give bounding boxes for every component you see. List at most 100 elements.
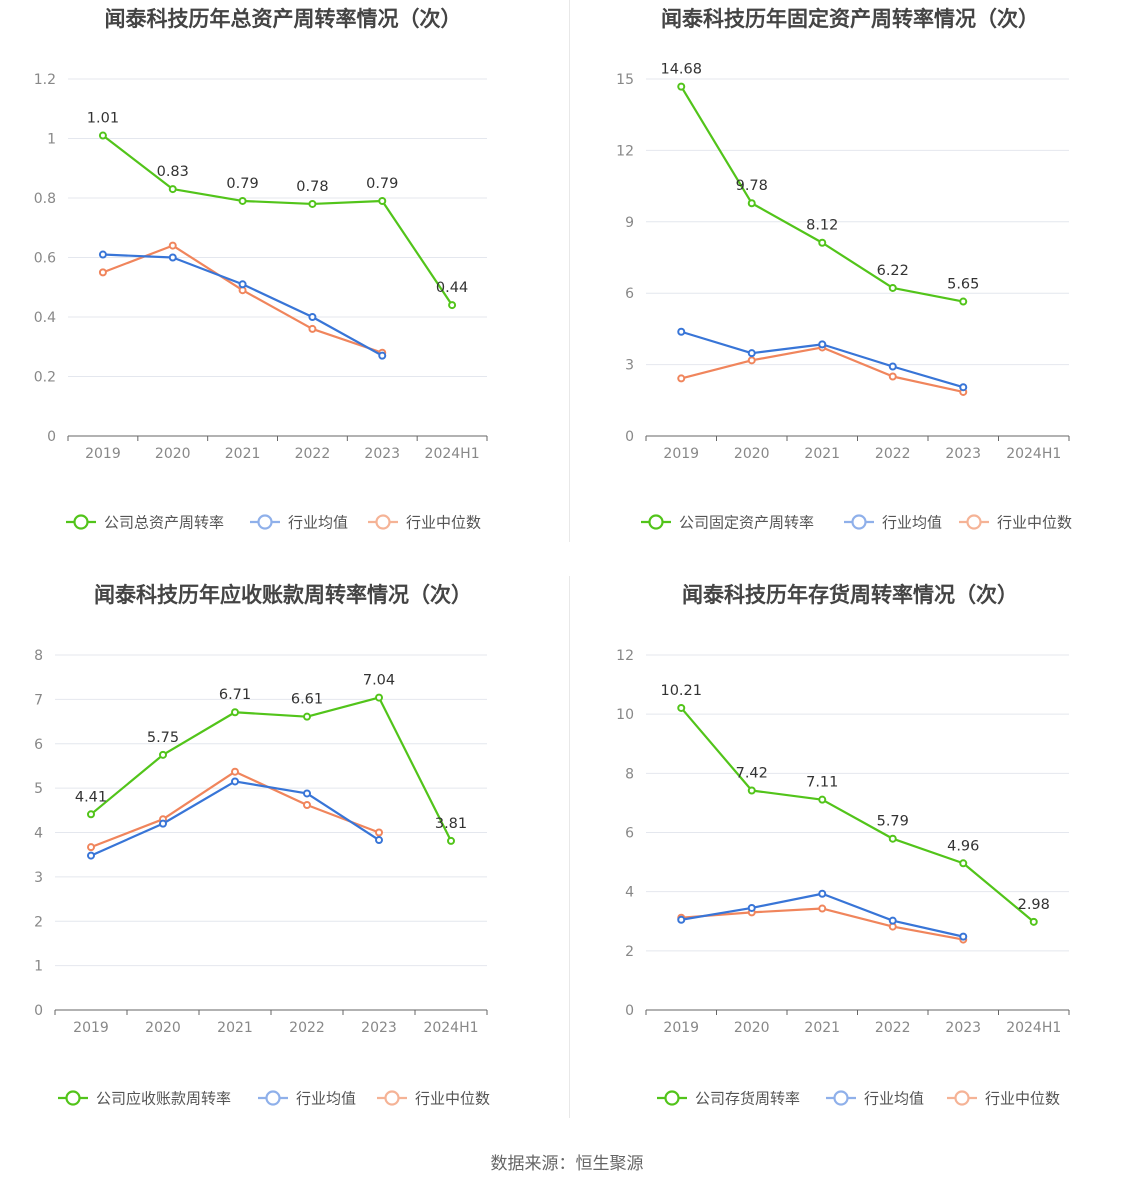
- legend-item: 公司存货周转率: [657, 1090, 800, 1108]
- data-point: [231, 708, 239, 717]
- data-point: [747, 199, 756, 208]
- data-point: [677, 374, 686, 383]
- data-point: [231, 767, 239, 776]
- data-source-note: 数据来源：恒生聚源: [490, 1154, 644, 1174]
- legend-marker: [851, 514, 867, 530]
- data-point: [98, 250, 107, 259]
- data-point: [818, 795, 827, 804]
- data-point: [888, 834, 897, 843]
- x-tick-label: 2022: [875, 446, 911, 462]
- data-label: 8.12: [806, 218, 838, 234]
- legend-marker: [954, 1090, 970, 1106]
- legend-label: 行业中位数: [415, 1090, 490, 1108]
- x-tick-label: 2022: [289, 1020, 325, 1036]
- legend-item: 行业均值: [826, 1090, 924, 1108]
- data-point: [959, 383, 968, 392]
- data-point: [238, 280, 247, 289]
- data-point: [818, 904, 827, 913]
- data-point: [159, 819, 167, 828]
- data-point: [959, 932, 968, 941]
- data-point: [375, 828, 383, 837]
- data-point: [159, 750, 167, 759]
- chart-title: 闻泰科技历年存货周转率情况（次）: [682, 583, 1018, 607]
- legend-item: 公司固定资产周转率: [641, 514, 814, 532]
- data-point: [888, 372, 897, 381]
- data-label: 3.81: [435, 816, 467, 832]
- legend-item: 行业中位数: [959, 514, 1072, 532]
- data-point: [238, 196, 247, 205]
- data-point: [87, 851, 95, 860]
- x-tick-label: 2023: [945, 1020, 981, 1036]
- data-point: [303, 800, 311, 809]
- x-tick-label: 2019: [85, 446, 121, 462]
- legend-marker: [664, 1090, 680, 1106]
- chart-svg: 闻泰科技历年存货周转率情况（次） 0 2 4 6 8 10 12 2019 2020 2021 202…: [616, 583, 1070, 1108]
- y-tick-label: 1: [34, 959, 43, 975]
- data-point: [378, 196, 387, 205]
- data-label: 4.96: [947, 838, 979, 854]
- legend-label: 行业中位数: [997, 514, 1072, 532]
- y-tick-label: 0.2: [34, 370, 56, 386]
- y-tick-label: 8: [34, 648, 43, 664]
- x-tick-label: 2020: [145, 1020, 181, 1036]
- data-point: [677, 82, 686, 91]
- chart-panel-receivables: 闻泰科技历年应收账款周转率情况（次） 0 1 2 3 4 5 6 7 8 2019 2020 2021 2…: [0, 576, 567, 1146]
- legend-label: 行业均值: [288, 514, 348, 532]
- x-tick-label: 2019: [663, 446, 699, 462]
- y-tick-label: 2: [34, 914, 43, 930]
- legend-marker: [257, 514, 273, 530]
- data-label: 0.79: [226, 176, 258, 192]
- chart-panel-total-assets: 闻泰科技历年总资产周转率情况（次） 0 0.2 0.4 0.6 0.8 1 1.2 2019 20…: [0, 0, 567, 570]
- x-tick-label: 2024H1: [423, 1020, 478, 1036]
- y-tick-label: 1: [47, 132, 56, 148]
- y-tick-label: 7: [34, 692, 43, 708]
- data-point: [818, 238, 827, 247]
- data-point: [303, 712, 311, 721]
- legend-label: 行业均值: [296, 1090, 356, 1108]
- data-point: [308, 199, 317, 208]
- data-label: 6.71: [219, 687, 251, 703]
- y-tick-label: 12: [616, 143, 634, 159]
- series-line: [102, 244, 383, 354]
- legend-marker: [65, 1090, 81, 1106]
- data-point: [747, 903, 756, 912]
- data-point: [375, 836, 383, 845]
- data-point: [888, 916, 897, 925]
- series-line: [680, 86, 964, 303]
- data-point: [87, 843, 95, 852]
- data-point: [87, 810, 95, 819]
- y-tick-label: 6: [34, 737, 43, 753]
- data-point: [677, 915, 686, 924]
- legend-item: 行业均值: [250, 514, 348, 532]
- x-tick-label: 2022: [295, 446, 331, 462]
- data-label: 7.04: [363, 673, 395, 689]
- legend-item: 行业均值: [844, 514, 942, 532]
- legend-item: 行业中位数: [368, 514, 481, 532]
- data-label: 5.79: [877, 814, 909, 830]
- legend-item: 公司应收账款周转率: [58, 1090, 231, 1108]
- x-tick-label: 2023: [364, 446, 400, 462]
- data-point: [308, 324, 317, 333]
- data-label: 0.79: [366, 176, 398, 192]
- data-label: 5.65: [947, 277, 979, 293]
- y-tick-label: 0: [34, 1003, 43, 1019]
- data-label: 7.11: [806, 775, 838, 791]
- data-label: 1.01: [87, 111, 119, 127]
- x-tick-label: 2022: [875, 1020, 911, 1036]
- legend-label: 行业中位数: [985, 1090, 1060, 1108]
- data-point: [1029, 917, 1038, 926]
- series-line: [90, 696, 452, 842]
- legend-item: 公司总资产周转率: [66, 514, 224, 532]
- y-tick-label: 3: [34, 870, 43, 886]
- data-point: [747, 349, 756, 358]
- data-label: 9.78: [736, 178, 768, 194]
- y-tick-label: 10: [616, 707, 634, 723]
- x-tick-label: 2024H1: [1006, 446, 1061, 462]
- data-point: [303, 789, 311, 798]
- series-line: [680, 330, 964, 389]
- y-tick-label: 15: [616, 72, 634, 88]
- data-label: 14.68: [660, 62, 702, 78]
- series-line: [680, 707, 1035, 923]
- legend-label: 公司总资产周转率: [104, 514, 224, 532]
- legend-marker: [648, 514, 664, 530]
